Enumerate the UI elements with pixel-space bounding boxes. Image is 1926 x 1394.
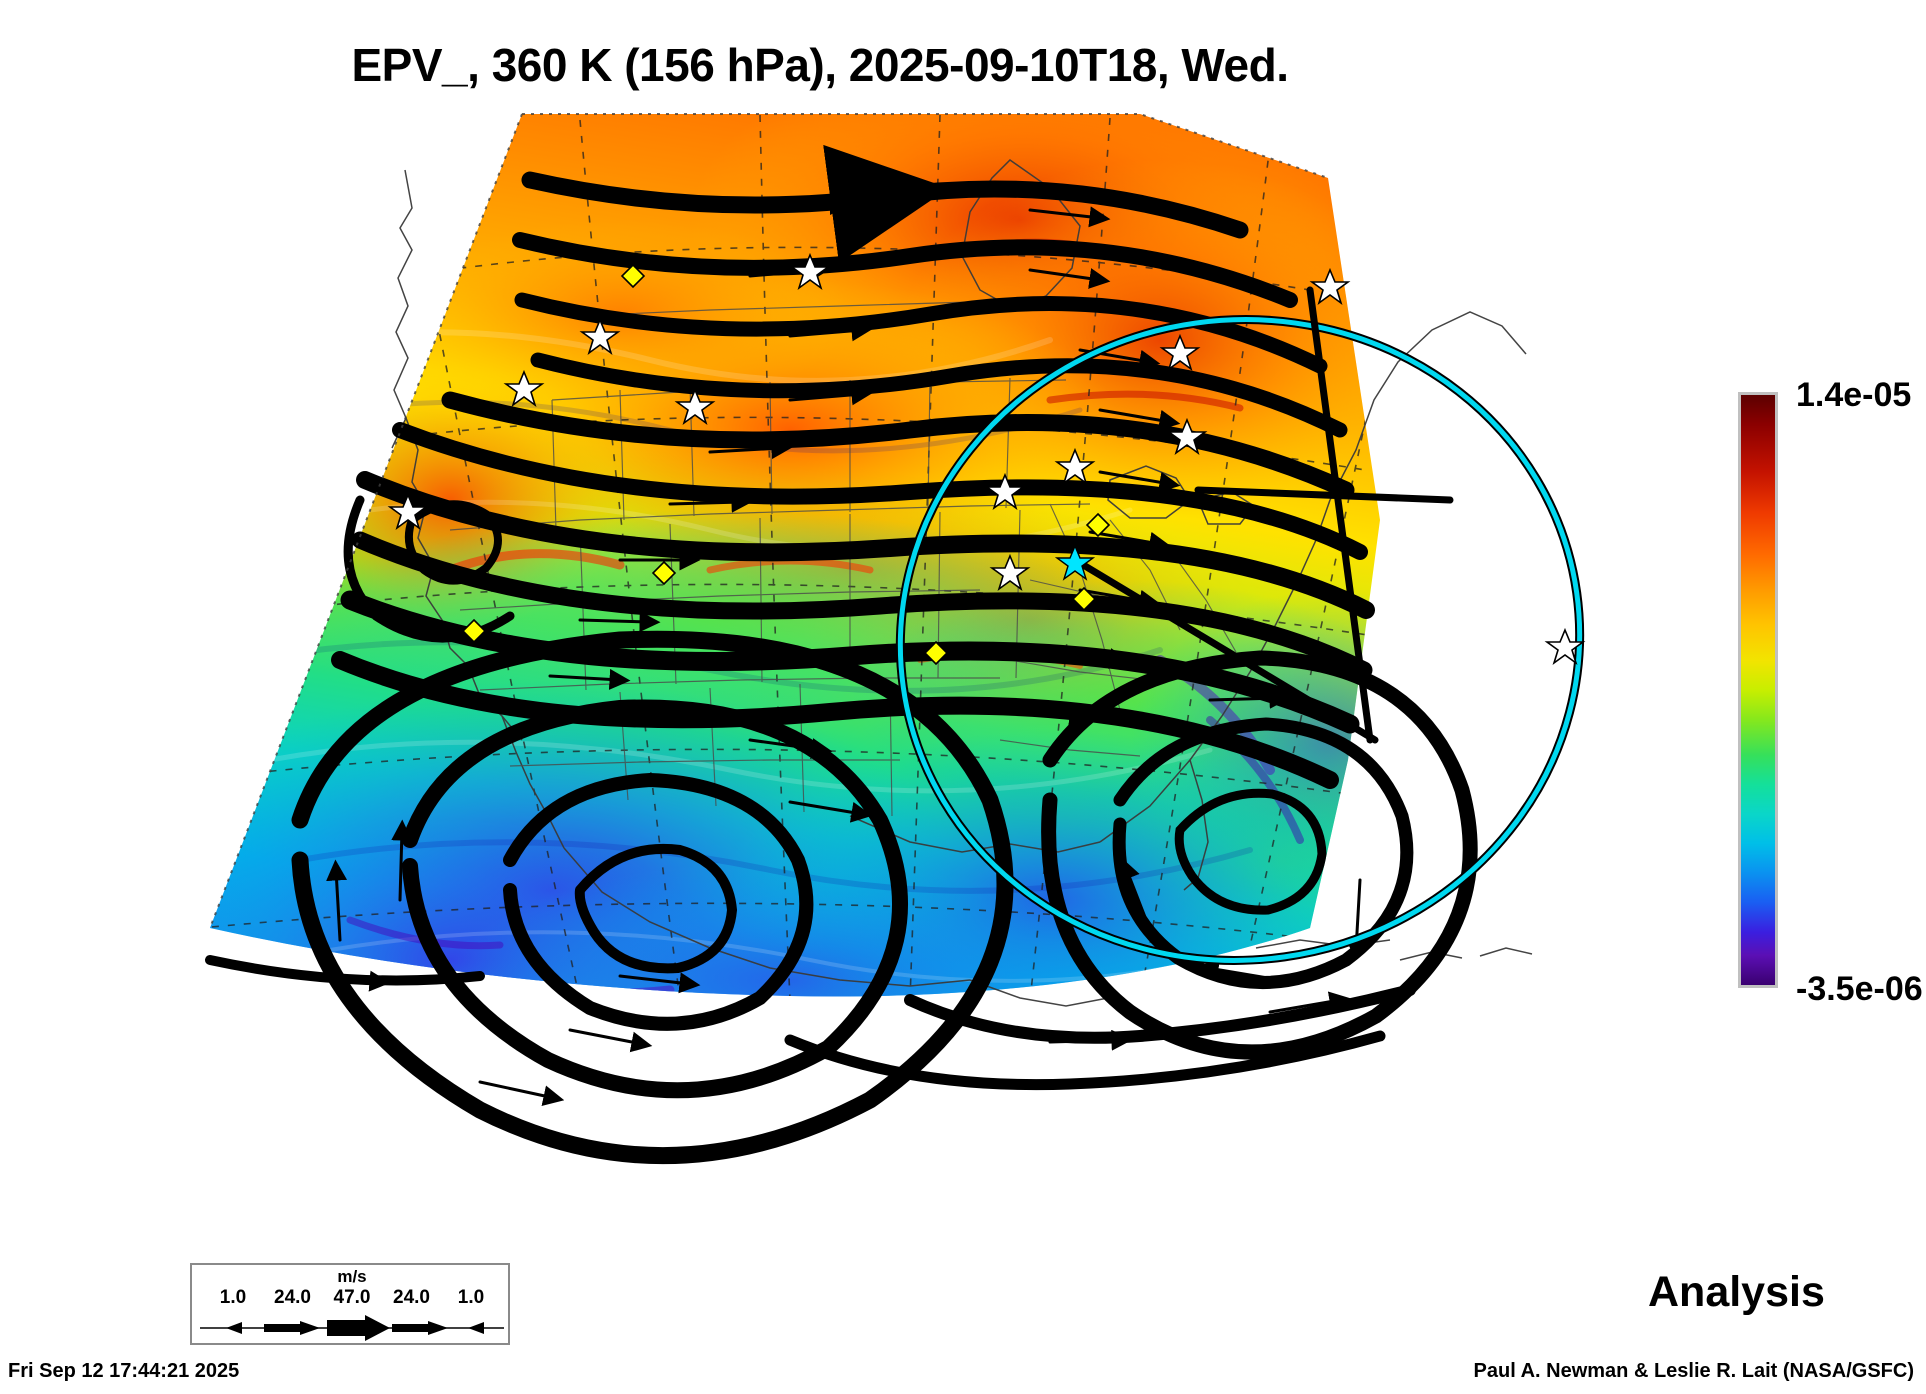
wind-legend-arrow-scale (200, 1315, 504, 1341)
wind-legend-ticks: 1.0 24.0 47.0 24.0 1.0 (192, 1287, 512, 1309)
site-diamond-icon[interactable] (461, 263, 1111, 666)
target-site-star-icon[interactable] (1054, 544, 1096, 581)
wind-tick-0: 1.0 (219, 1287, 247, 1308)
colorbar-min-label: -3.5e-06 (1796, 970, 1923, 1008)
colorbar-max-label: 1.4e-05 (1796, 376, 1912, 414)
wind-tick-2: 47.0 (333, 1287, 371, 1308)
page-title: EPV_, 360 K (156 hPa), 2025-09-10T18, We… (351, 39, 1289, 91)
wind-tick-1: 24.0 (274, 1287, 311, 1308)
colorbar: 1.4e-05 -3.5e-06 (1738, 376, 1923, 1008)
cyan-circle-overlay (895, 315, 1585, 965)
wind-tick-4: 1.0 (457, 1287, 485, 1308)
map-panel[interactable] (150, 100, 1650, 1260)
domain-outline (209, 113, 1329, 929)
site-markers[interactable] (387, 252, 1586, 666)
wind-tick-3: 24.0 (393, 1287, 430, 1308)
flight-track-lines (1071, 286, 1454, 744)
wind-streamlines (205, 144, 1478, 1165)
colorbar-gradient (1738, 392, 1778, 988)
wind-legend-unit-label: m/s (337, 1267, 367, 1286)
author-credit: Paul A. Newman & Leslie R. Lait (NASA/GS… (1473, 1360, 1914, 1382)
analysis-label: Analysis (1648, 1268, 1825, 1316)
render-timestamp: Fri Sep 12 17:44:21 2025 (8, 1360, 240, 1382)
wind-speed-legend: m/s 1.0 24.0 47.0 24.0 1.0 (190, 1263, 510, 1345)
station-star-icon[interactable] (387, 252, 1586, 666)
map-plot-svg[interactable] (150, 100, 1650, 1260)
